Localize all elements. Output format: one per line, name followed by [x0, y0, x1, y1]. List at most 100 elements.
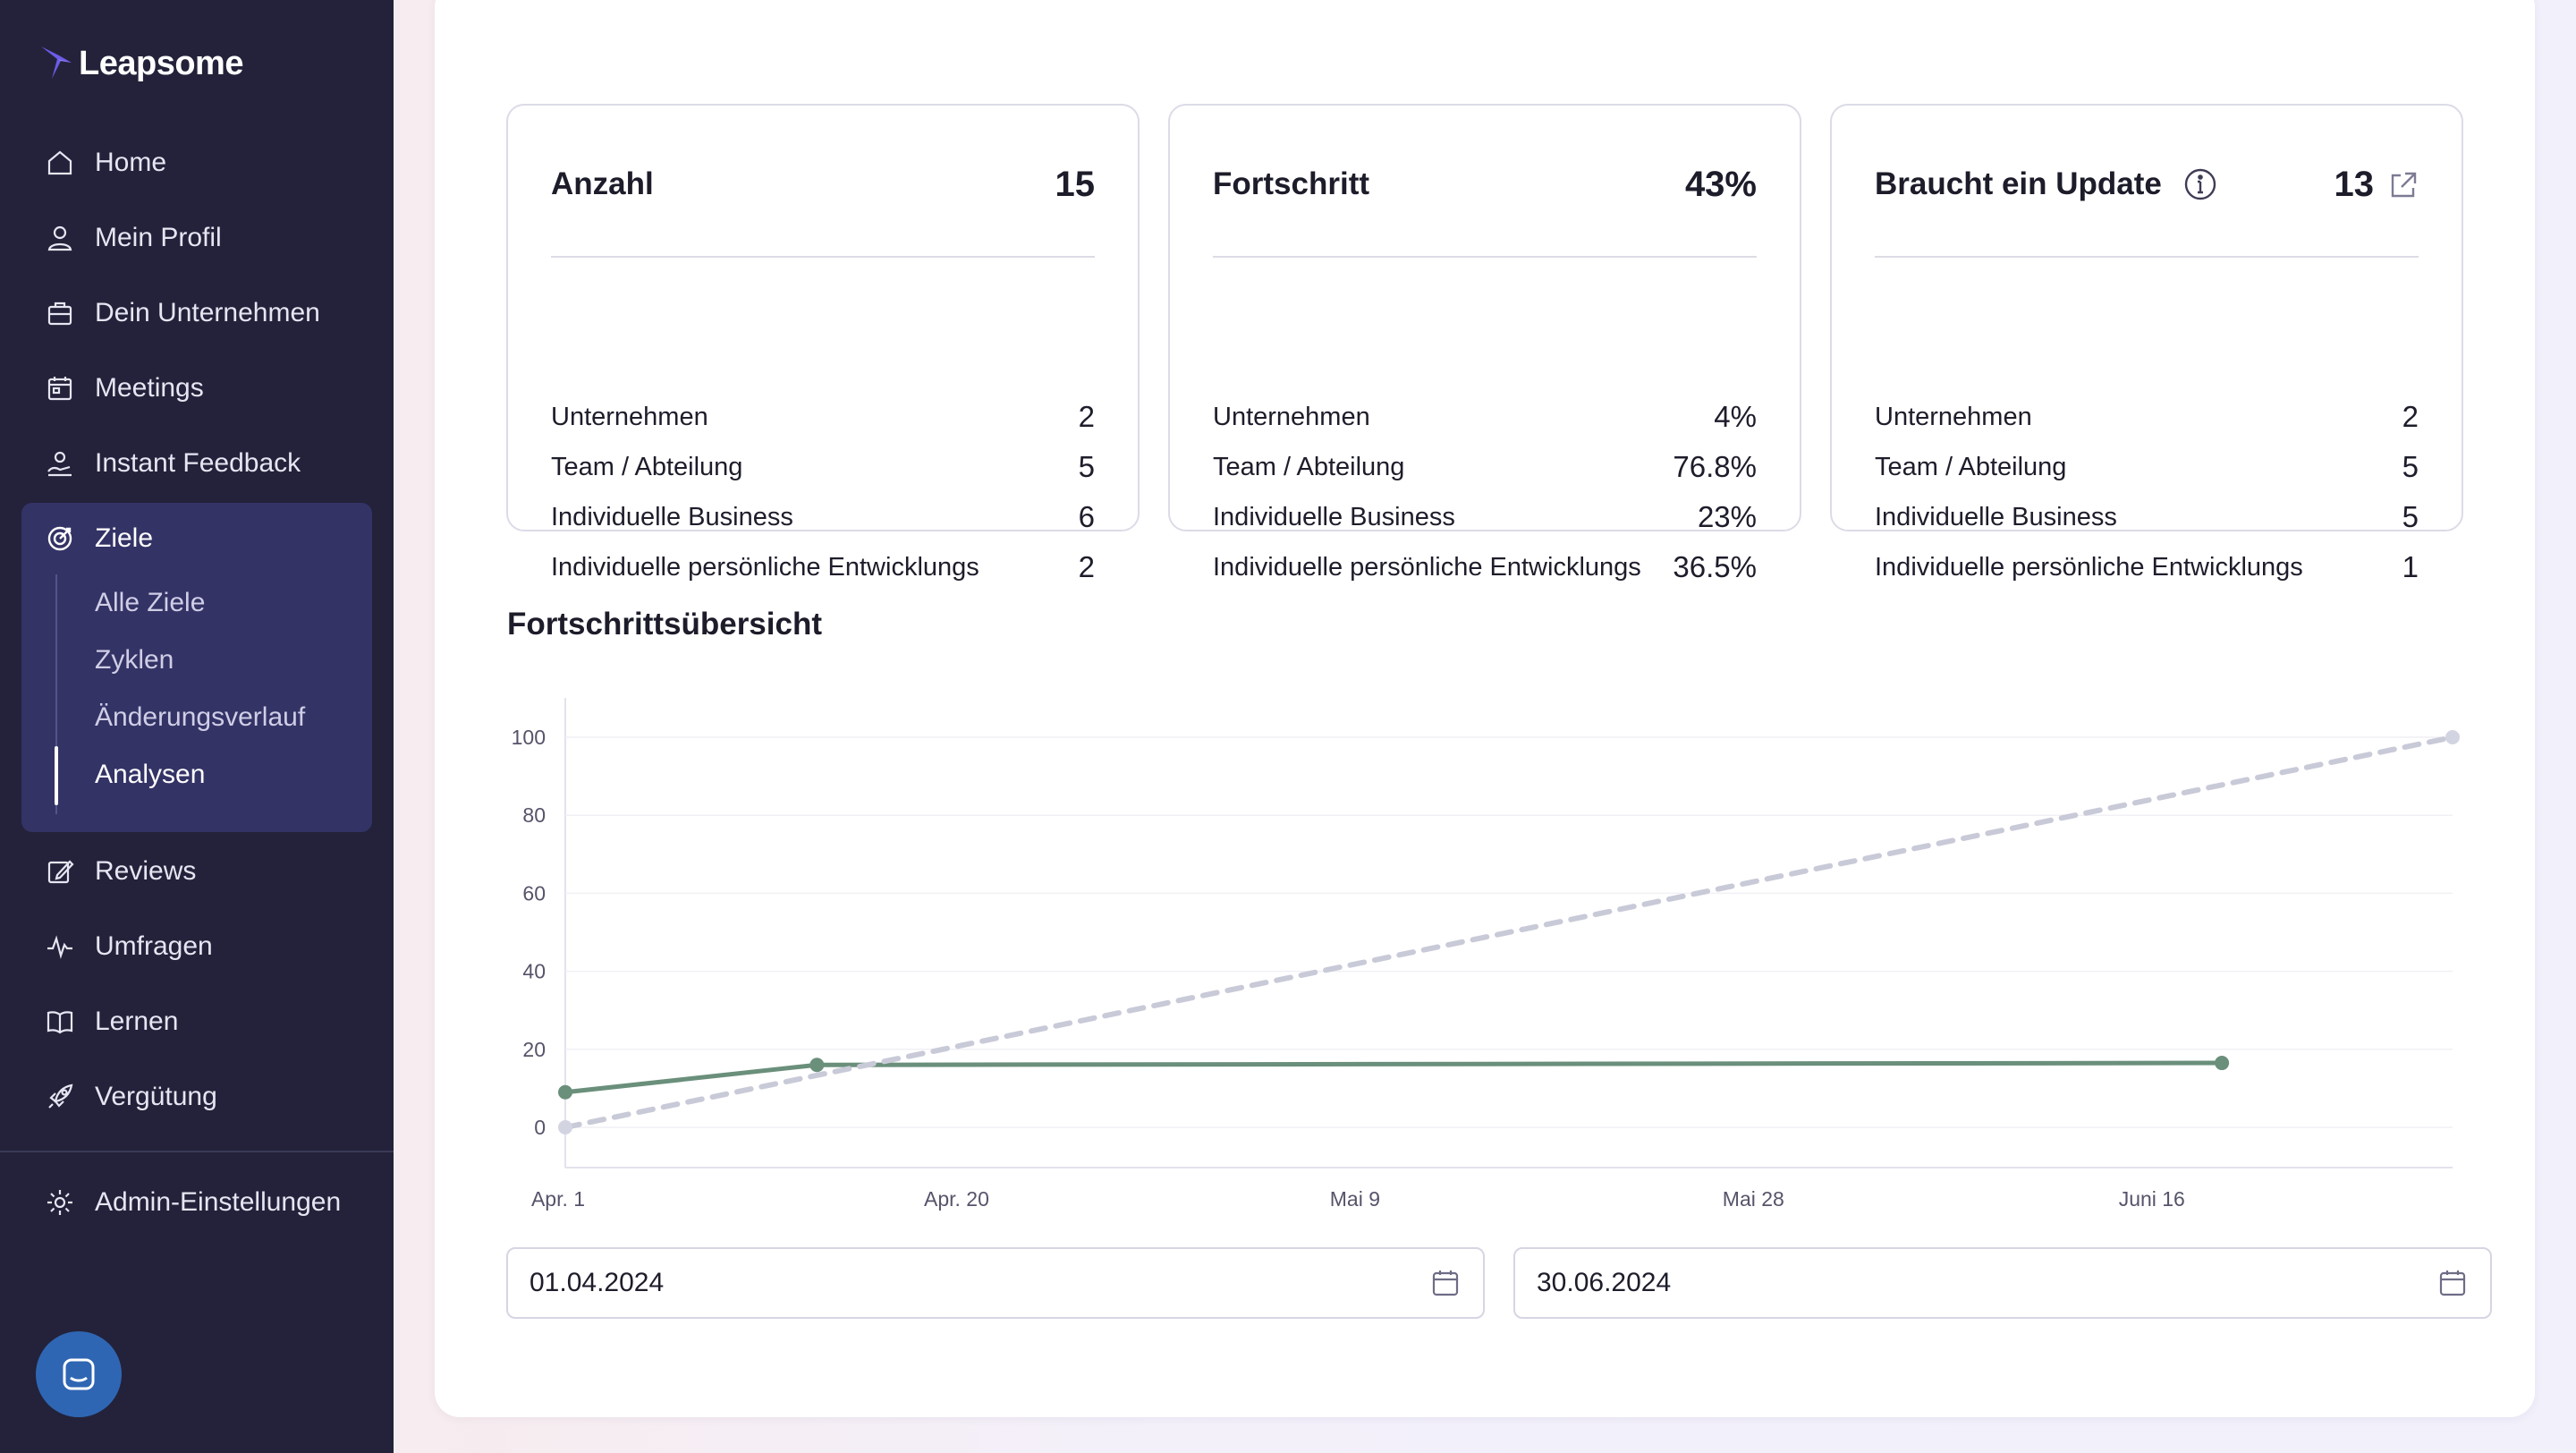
- row-value: 36.5%: [1673, 550, 1757, 583]
- row-label: Team / Abteilung: [1213, 452, 1405, 481]
- y-tick-label: 80: [522, 803, 546, 827]
- sidebar-item-label: Instant Feedback: [95, 448, 301, 478]
- row-label: Team / Abteilung: [1875, 452, 2067, 481]
- row-value: 6: [1078, 500, 1095, 533]
- card-title: Braucht ein Update: [1875, 166, 2217, 202]
- info-icon[interactable]: [2183, 167, 2217, 201]
- sidebar-item-ziele[interactable]: Ziele: [21, 503, 372, 574]
- card-total-value: 43%: [1684, 165, 1757, 204]
- stat-card-fortschritt: Fortschritt 43% Unternehmen 4% Team / Abt…: [1168, 104, 1801, 583]
- progress-point: [809, 1058, 825, 1073]
- card-title-text: Braucht ein Update: [1875, 166, 2162, 201]
- gear-icon: [47, 1190, 72, 1215]
- card-row: Unternehmen 4%: [1213, 399, 1757, 435]
- sidebar-item-company[interactable]: Dein Unternehmen: [21, 280, 372, 346]
- feedback-icon: [47, 451, 72, 477]
- home-icon: [47, 150, 72, 175]
- row-label: Individuelle Business: [1213, 502, 1455, 531]
- card-row: Individuelle Business 5: [1875, 499, 2419, 535]
- end-date-value: 30.06.2024: [1537, 1268, 1672, 1297]
- sidebar-item-label: Ziele: [95, 523, 154, 553]
- subnav-label: Änderungsverlauf: [95, 702, 306, 732]
- row-value: 2: [1078, 550, 1095, 583]
- card-row: Individuelle Business 6: [551, 499, 1095, 535]
- row-value: 5: [2402, 500, 2419, 533]
- book-icon: [47, 1011, 73, 1034]
- sidebar-item-meetings[interactable]: Meetings: [21, 355, 372, 421]
- card-total: 43%: [1685, 165, 1757, 205]
- target-point: [2445, 730, 2460, 744]
- sidebar-item-home[interactable]: Home: [21, 130, 372, 196]
- row-label: Individuelle Business: [1875, 502, 2117, 531]
- calendar-icon[interactable]: [1429, 1267, 1462, 1299]
- subnav-alle-ziele[interactable]: Alle Ziele: [95, 576, 205, 630]
- y-tick-label: 20: [522, 1038, 546, 1061]
- row-label: Individuelle persönliche Entwicklungs: [551, 552, 979, 582]
- y-tick-label: 40: [522, 960, 546, 983]
- end-date-field[interactable]: 30.06.2024: [1513, 1247, 2492, 1319]
- y-tick-label: 60: [522, 881, 546, 905]
- x-tick-label: Juni 16: [2119, 1187, 2185, 1211]
- x-tick-label: Mai 9: [1330, 1187, 1380, 1211]
- card-total: 15: [1055, 165, 1096, 205]
- card-divider: [551, 256, 1095, 258]
- card-row: Team / Abteilung 76.8%: [1213, 449, 1757, 485]
- external-link-icon[interactable]: [2388, 170, 2419, 200]
- sidebar-item-admin[interactable]: Admin-Einstellungen: [21, 1169, 372, 1236]
- subnav-label: Zyklen: [95, 645, 174, 675]
- row-label: Unternehmen: [1875, 402, 2032, 431]
- sidebar-item-verguetung[interactable]: Vergütung: [21, 1064, 372, 1130]
- subnav-track: [55, 574, 57, 814]
- sidebar-item-label: Reviews: [95, 856, 197, 886]
- rocket-icon: [48, 1083, 73, 1109]
- row-value: 2: [2402, 400, 2419, 433]
- user-icon: [47, 225, 72, 251]
- row-label: Unternehmen: [551, 402, 708, 431]
- row-label: Individuelle Business: [551, 502, 793, 531]
- sidebar-item-reviews[interactable]: Reviews: [21, 838, 372, 905]
- sidebar: Leapsome Home Mein Profil Dein Unternehm…: [0, 0, 394, 1453]
- sidebar-divider: [0, 1151, 394, 1152]
- x-tick-label: Apr. 20: [924, 1187, 989, 1211]
- x-tick-label: Mai 28: [1723, 1187, 1784, 1211]
- chat-launcher-button[interactable]: [36, 1331, 122, 1417]
- subnav-label: Alle Ziele: [95, 588, 206, 617]
- building-icon: [47, 302, 72, 326]
- sidebar-item-lernen[interactable]: Lernen: [21, 989, 372, 1055]
- card-divider: [1213, 256, 1757, 258]
- subnav-aenderungsverlauf[interactable]: Änderungsverlauf: [95, 691, 305, 744]
- sidebar-item-label: Umfragen: [95, 931, 213, 961]
- sidebar-item-label: Home: [95, 148, 167, 177]
- start-date-value: 01.04.2024: [530, 1268, 665, 1297]
- card-row: Individuelle Business 23%: [1213, 499, 1757, 535]
- card-title: Anzahl: [551, 166, 654, 202]
- ziele-nav-group: Ziele Alle Ziele Zyklen Änderungsverlauf…: [21, 503, 372, 832]
- chat-icon: [63, 1358, 95, 1390]
- sidebar-item-label: Mein Profil: [95, 223, 222, 252]
- subnav-zyklen[interactable]: Zyklen: [95, 633, 174, 687]
- start-date-field[interactable]: 01.04.2024: [506, 1247, 1485, 1319]
- y-tick-label: 0: [534, 1116, 546, 1139]
- app-name: Leapsome: [79, 44, 243, 82]
- target-point: [558, 1120, 572, 1134]
- row-label: Individuelle persönliche Entwicklungs: [1875, 552, 2303, 582]
- target-trend-line: [563, 735, 2455, 1130]
- card-title: Fortschritt: [1213, 166, 1369, 202]
- card-total-value: 15: [1055, 165, 1096, 204]
- subnav-analysen[interactable]: Analysen: [95, 748, 205, 802]
- card-row: Unternehmen 2: [551, 399, 1095, 435]
- card-divider: [1875, 256, 2419, 258]
- sidebar-item-label: Admin-Einstellungen: [95, 1187, 342, 1217]
- card-row: Individuelle persönliche Entwicklungs 36.…: [1213, 549, 1757, 585]
- sidebar-item-profile[interactable]: Mein Profil: [21, 205, 372, 271]
- calendar-icon: [47, 377, 72, 401]
- sidebar-item-label: Vergütung: [95, 1082, 217, 1111]
- leapsome-logo[interactable]: Leapsome: [39, 43, 243, 84]
- sidebar-item-umfragen[interactable]: Umfragen: [21, 913, 372, 980]
- sidebar-item-instant-feedback[interactable]: Instant Feedback: [21, 430, 372, 497]
- card-title-text: Anzahl: [551, 166, 654, 201]
- calendar-icon[interactable]: [2436, 1267, 2469, 1299]
- card-row: Individuelle persönliche Entwicklungs 1: [1875, 549, 2419, 585]
- card-title-text: Fortschritt: [1213, 166, 1369, 201]
- row-label: Individuelle persönliche Entwicklungs: [1213, 552, 1641, 582]
